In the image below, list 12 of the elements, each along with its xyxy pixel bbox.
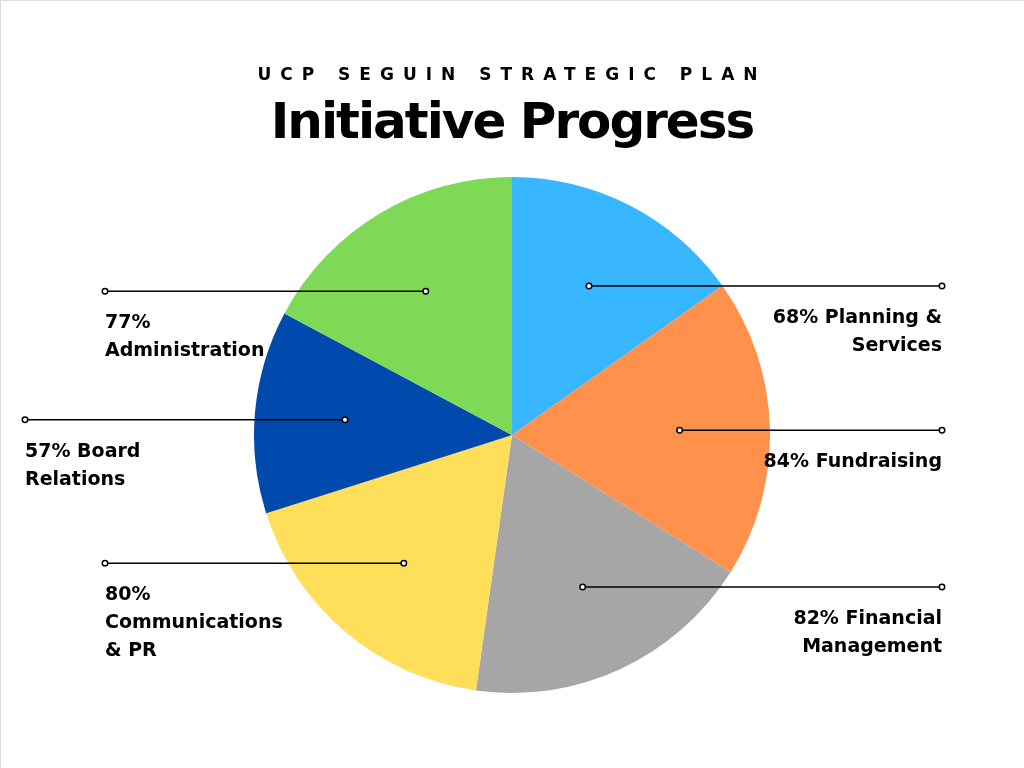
slice-label: Administration bbox=[105, 338, 265, 361]
pie-slice bbox=[512, 177, 723, 435]
slice-label: 57% Board Relations bbox=[25, 438, 141, 489]
data-label: 77% bbox=[105, 310, 151, 333]
chart-subtitle: UCP SEGUIN STRATEGIC PLAN bbox=[256, 64, 768, 84]
data-label: 80% bbox=[105, 582, 151, 605]
pie-slice bbox=[475, 435, 731, 693]
slice-label: Communications & PR bbox=[105, 610, 283, 661]
slice-label: 68% Planning & Services bbox=[772, 305, 942, 356]
chart-title: Initiative Progress bbox=[269, 92, 755, 150]
pie-slice bbox=[284, 177, 512, 435]
slice-label: 82% Financial Management bbox=[793, 606, 942, 657]
